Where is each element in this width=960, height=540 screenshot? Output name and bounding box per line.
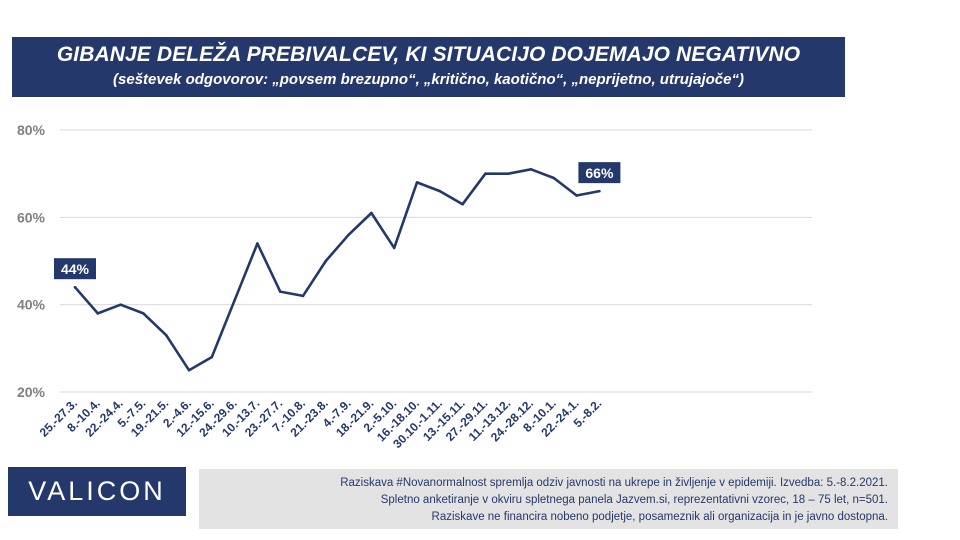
data-point	[392, 246, 396, 250]
chart-subtitle: (seštevek odgovorov: „povsem brezupno“, …	[113, 71, 744, 88]
data-point	[484, 172, 487, 175]
data-point	[324, 259, 328, 263]
data-point	[438, 189, 442, 193]
data-point	[164, 333, 168, 337]
data-label: 66%	[585, 165, 614, 181]
data-point	[415, 181, 419, 184]
data-label-box	[54, 258, 96, 280]
series-line	[74, 168, 600, 372]
data-label: 44%	[61, 261, 90, 277]
data-point	[598, 189, 601, 193]
data-point	[301, 294, 305, 298]
footnote-line-1: Raziskava #Novanormalnost spremlja odziv…	[340, 477, 888, 489]
footnote-line-3: Raziskave ne financira nobeno podjetje, …	[431, 511, 888, 523]
y-tick-label: 60%	[17, 209, 46, 225]
data-point	[96, 312, 100, 315]
data-point	[187, 368, 191, 372]
y-tick-label: 80%	[17, 122, 46, 138]
data-point	[119, 303, 122, 306]
data-point	[347, 233, 350, 237]
data-point	[73, 285, 77, 289]
footnote-box: Raziskava #Novanormalnost spremlja odziv…	[199, 469, 898, 529]
data-point	[370, 211, 373, 215]
data-point	[256, 242, 259, 245]
y-tick-label: 40%	[17, 297, 46, 313]
data-point	[142, 312, 145, 315]
footnote-line-2: Spletno anketiranje v okviru spletnega p…	[380, 494, 888, 506]
chart-title: GIBANJE DELEŽA PREBIVALCEV, KI SITUACIJO…	[56, 43, 801, 66]
data-label-box	[578, 162, 621, 184]
data-point	[506, 172, 510, 175]
data-point	[461, 202, 464, 206]
data-point	[278, 290, 282, 293]
valicon-logo: VALICON	[8, 467, 186, 516]
data-point	[233, 299, 236, 302]
data-point	[529, 168, 533, 171]
data-point	[210, 355, 214, 359]
y-tick-label: 20%	[17, 384, 46, 400]
data-point	[552, 176, 556, 180]
chart-title-banner: GIBANJE DELEŽA PREBIVALCEV, KI SITUACIJO…	[12, 37, 845, 97]
data-point	[575, 194, 578, 197]
